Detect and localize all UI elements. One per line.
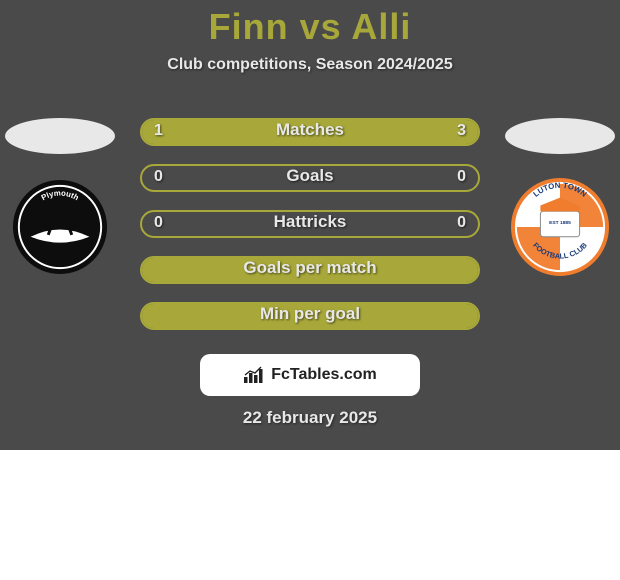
- stat-row: Goals00: [120, 156, 500, 196]
- stat-value-left: 1: [154, 122, 163, 140]
- stat-bar-fill-left: [142, 304, 478, 328]
- stat-bar-fill-left: [142, 258, 478, 282]
- club-est-right: EST 1885: [549, 220, 571, 226]
- stat-row: Matches13: [120, 110, 500, 150]
- stat-value-left: 0: [154, 214, 163, 232]
- stat-value-right: 0: [457, 168, 466, 186]
- stat-bar-fill-right: [226, 120, 478, 144]
- player-left-column: Plymouth: [2, 118, 118, 276]
- player-right-head-silhouette: [505, 118, 615, 154]
- club-badge-right: EST 1885 LUTON TOWN FOOTBALL CLUB: [511, 178, 609, 276]
- footer-date: 22 february 2025: [0, 408, 620, 428]
- player-right-column: EST 1885 LUTON TOWN FOOTBALL CLUB: [502, 118, 618, 276]
- stat-bar: [140, 302, 480, 330]
- stat-value-right: 0: [457, 214, 466, 232]
- stat-row: Min per goal: [120, 294, 500, 334]
- stat-bar: [140, 118, 480, 146]
- brand-badge: FcTables.com: [200, 354, 420, 396]
- stat-row: Hattricks00: [120, 202, 500, 242]
- stat-value-right: 3: [457, 122, 466, 140]
- stat-bar: [140, 256, 480, 284]
- stat-row: Goals per match: [120, 248, 500, 288]
- brand-text: FcTables.com: [271, 366, 377, 384]
- stat-bar: [140, 210, 480, 238]
- stat-value-left: 0: [154, 168, 163, 186]
- stat-bar: [140, 164, 480, 192]
- player-left-head-silhouette: [5, 118, 115, 154]
- stats-container: Matches13Goals00Hattricks00Goals per mat…: [120, 110, 500, 340]
- club-badge-left: Plymouth: [11, 178, 109, 276]
- page-subtitle: Club competitions, Season 2024/2025: [0, 56, 620, 74]
- comparison-card: Finn vs Alli Club competitions, Season 2…: [0, 0, 620, 450]
- page-title: Finn vs Alli: [0, 0, 620, 48]
- chart-icon: [243, 366, 265, 384]
